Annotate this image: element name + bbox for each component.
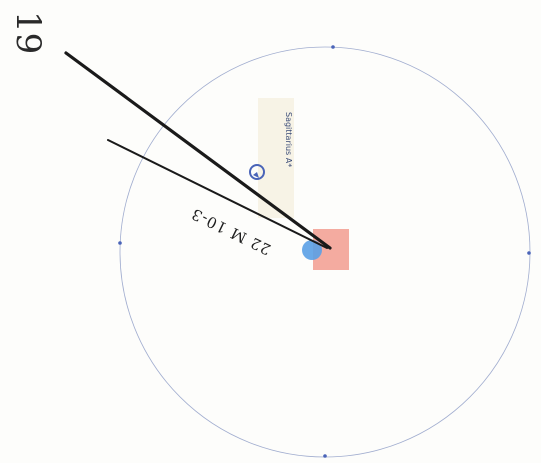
upper-sight-line (64, 51, 332, 250)
circle-arrow-icon (249, 164, 265, 180)
center-dot (302, 240, 322, 260)
caption-label: Sagittarius A* (284, 112, 293, 167)
lower-sight-line (107, 139, 328, 249)
orbit-marker-left (118, 241, 122, 245)
orbit-marker-top (331, 45, 335, 49)
orbit-marker-right (527, 251, 531, 255)
orbit-marker-bottom (323, 454, 327, 458)
